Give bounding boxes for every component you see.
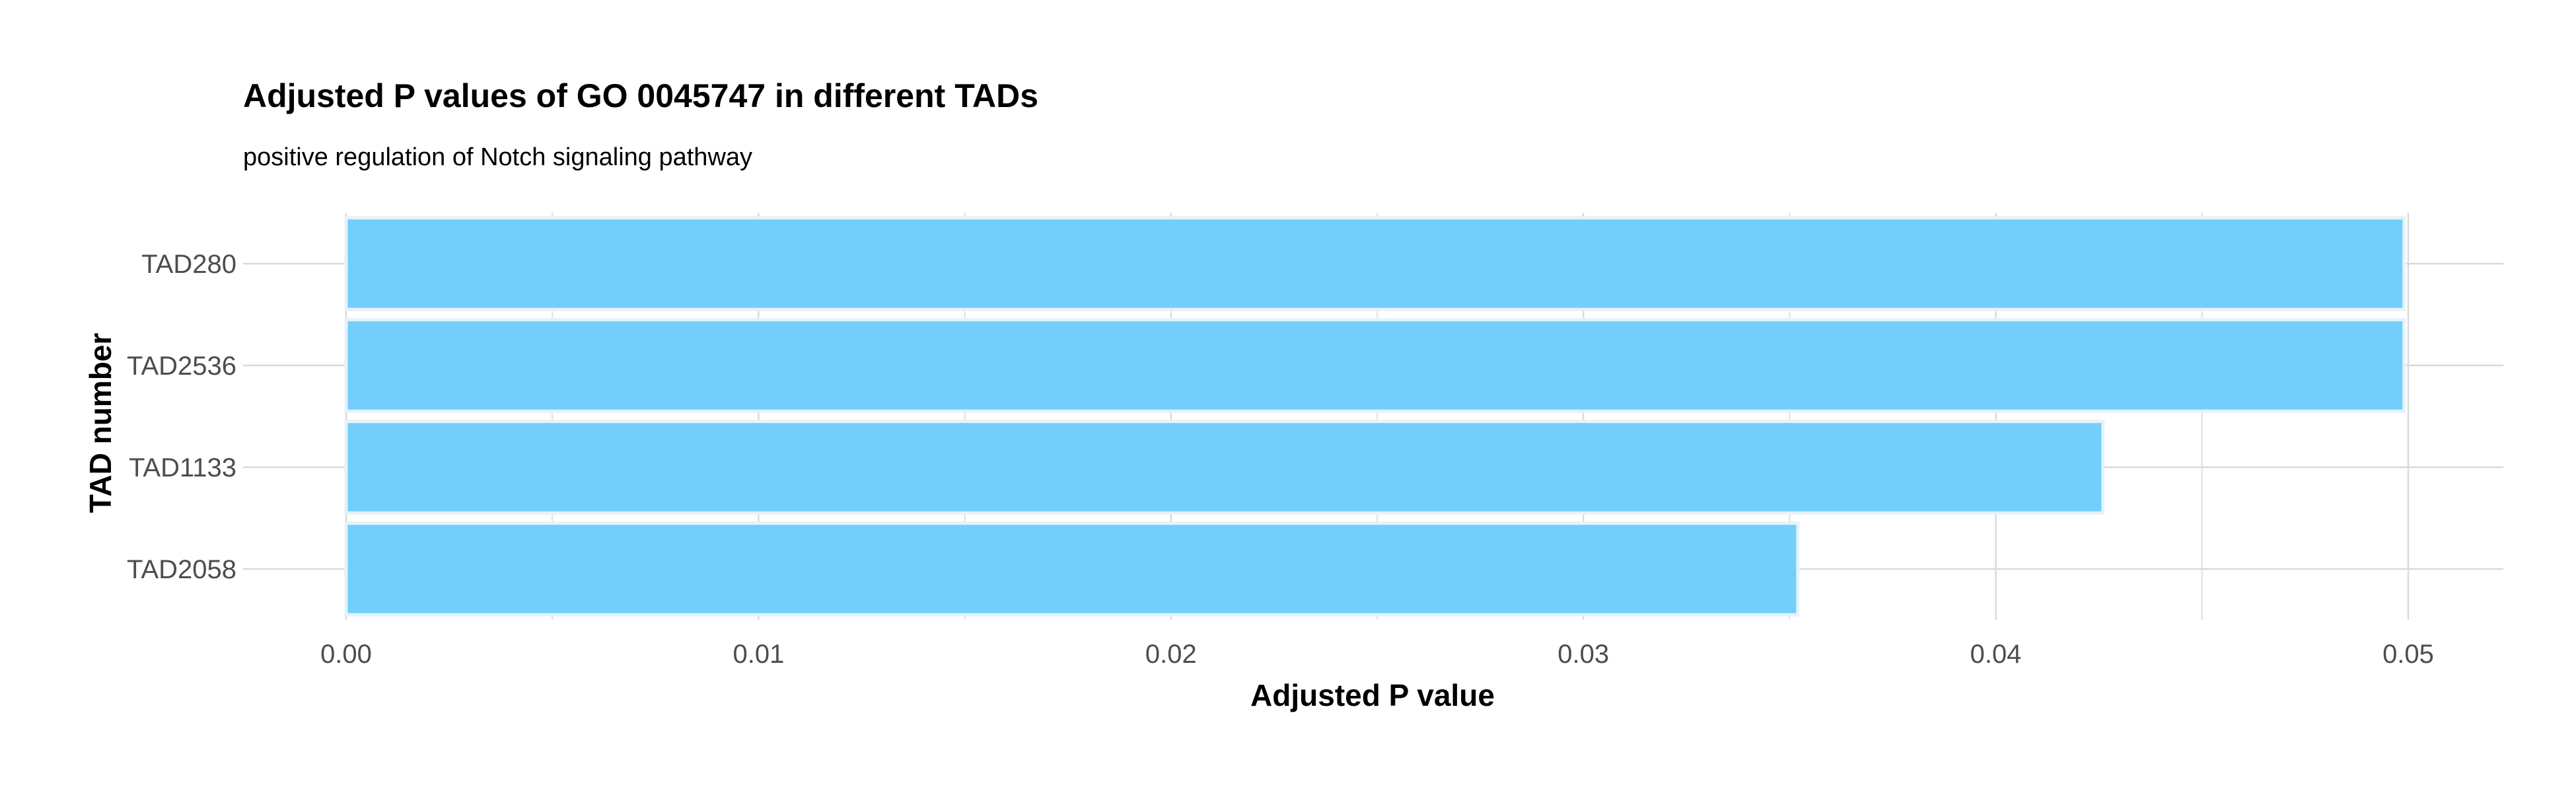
bars — [344, 216, 2406, 617]
y-tick-label: TAD2536 — [127, 352, 236, 381]
chart-title: Adjusted P values of GO 0045747 in diffe… — [243, 77, 1038, 114]
x-tick-label: 0.03 — [1557, 640, 1609, 669]
x-tick-label: 0.00 — [320, 640, 372, 669]
bar-tad280 — [344, 216, 2406, 311]
x-tick-label: 0.05 — [2382, 640, 2434, 669]
x-axis-title: Adjusted P value — [1250, 678, 1495, 712]
y-tick-label: TAD1133 — [129, 453, 236, 482]
y-tick-label: TAD2058 — [127, 555, 236, 584]
x-axis-ticks: 0.00 0.01 0.02 0.03 0.04 0.05 — [320, 640, 2434, 669]
x-tick-label: 0.04 — [1970, 640, 2022, 669]
x-tick-label: 0.01 — [733, 640, 784, 669]
y-axis-title: TAD number — [83, 333, 118, 513]
y-axis-ticks: TAD280 TAD2536 TAD1133 TAD2058 — [127, 250, 236, 584]
y-tick-label: TAD280 — [141, 250, 236, 279]
x-tick-label: 0.02 — [1145, 640, 1197, 669]
bar-tad1133 — [344, 420, 2105, 515]
bar-tad2536 — [344, 318, 2406, 413]
bar-tad2058 — [344, 521, 1800, 617]
chart-subtitle: positive regulation of Notch signaling p… — [243, 143, 752, 171]
